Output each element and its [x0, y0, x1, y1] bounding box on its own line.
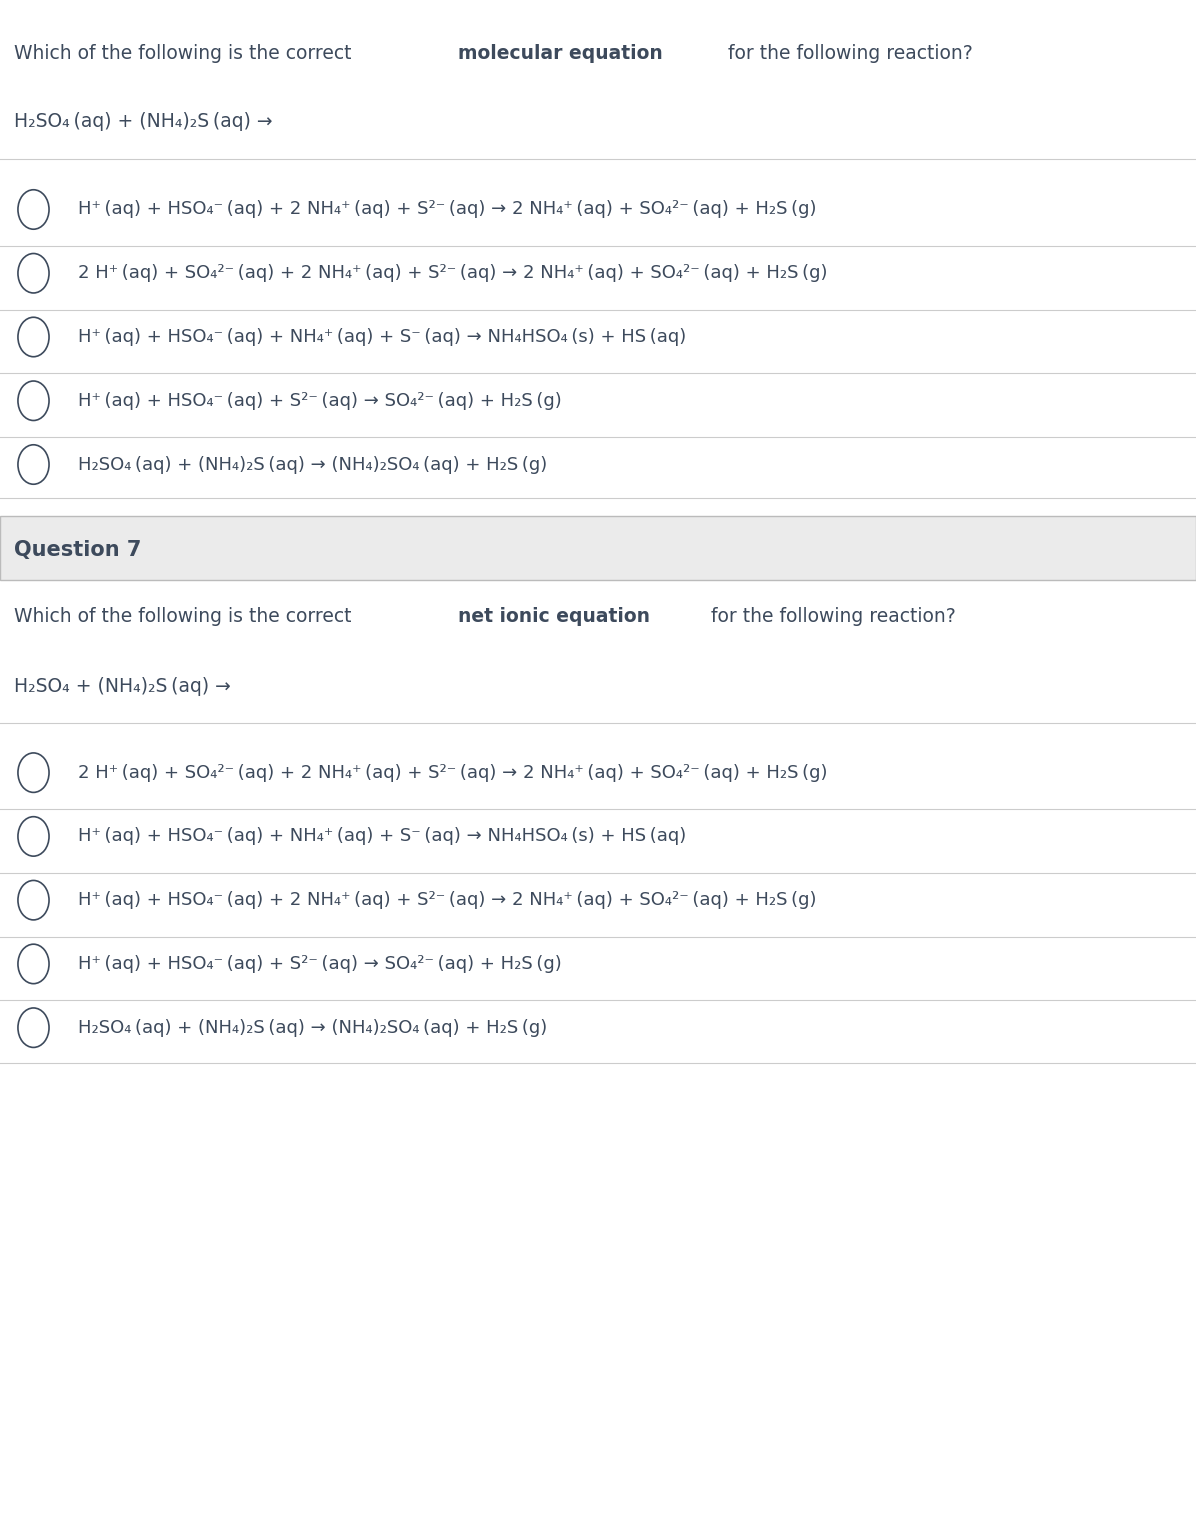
Text: H⁺ (aq) + HSO₄⁻ (aq) + S²⁻ (aq) → SO₄²⁻ (aq) + H₂S (g): H⁺ (aq) + HSO₄⁻ (aq) + S²⁻ (aq) → SO₄²⁻ …: [78, 392, 561, 410]
Text: H₂SO₄ (aq) + (NH₄)₂S (aq) → (NH₄)₂SO₄ (aq) + H₂S (g): H₂SO₄ (aq) + (NH₄)₂S (aq) → (NH₄)₂SO₄ (a…: [78, 455, 547, 474]
FancyBboxPatch shape: [0, 516, 1196, 580]
Text: molecular equation: molecular equation: [458, 44, 663, 62]
Text: Which of the following is the correct: Which of the following is the correct: [14, 44, 358, 62]
Text: Which of the following is the correct: Which of the following is the correct: [14, 607, 358, 625]
Text: for the following reaction?: for the following reaction?: [721, 44, 972, 62]
Text: H⁺ (aq) + HSO₄⁻ (aq) + S²⁻ (aq) → SO₄²⁻ (aq) + H₂S (g): H⁺ (aq) + HSO₄⁻ (aq) + S²⁻ (aq) → SO₄²⁻ …: [78, 955, 561, 973]
Text: 2 H⁺ (aq) + SO₄²⁻ (aq) + 2 NH₄⁺ (aq) + S²⁻ (aq) → 2 NH₄⁺ (aq) + SO₄²⁻ (aq) + H₂S: 2 H⁺ (aq) + SO₄²⁻ (aq) + 2 NH₄⁺ (aq) + S…: [78, 764, 828, 782]
Text: H⁺ (aq) + HSO₄⁻ (aq) + NH₄⁺ (aq) + S⁻ (aq) → NH₄HSO₄ (s) + HS (aq): H⁺ (aq) + HSO₄⁻ (aq) + NH₄⁺ (aq) + S⁻ (a…: [78, 827, 687, 846]
Text: H₂SO₄ (aq) + (NH₄)₂S (aq) → (NH₄)₂SO₄ (aq) + H₂S (g): H₂SO₄ (aq) + (NH₄)₂S (aq) → (NH₄)₂SO₄ (a…: [78, 1019, 547, 1037]
Text: H₂SO₄ (aq) + (NH₄)₂S (aq) →: H₂SO₄ (aq) + (NH₄)₂S (aq) →: [14, 112, 273, 131]
Text: 2 H⁺ (aq) + SO₄²⁻ (aq) + 2 NH₄⁺ (aq) + S²⁻ (aq) → 2 NH₄⁺ (aq) + SO₄²⁻ (aq) + H₂S: 2 H⁺ (aq) + SO₄²⁻ (aq) + 2 NH₄⁺ (aq) + S…: [78, 264, 828, 282]
Text: for the following reaction?: for the following reaction?: [706, 607, 956, 625]
Text: H₂SO₄ + (NH₄)₂S (aq) →: H₂SO₄ + (NH₄)₂S (aq) →: [14, 677, 231, 695]
Text: Question 7: Question 7: [14, 539, 142, 560]
Text: net ionic equation: net ionic equation: [458, 607, 649, 625]
Text: H⁺ (aq) + HSO₄⁻ (aq) + 2 NH₄⁺ (aq) + S²⁻ (aq) → 2 NH₄⁺ (aq) + SO₄²⁻ (aq) + H₂S (: H⁺ (aq) + HSO₄⁻ (aq) + 2 NH₄⁺ (aq) + S²⁻…: [78, 200, 816, 219]
Text: H⁺ (aq) + HSO₄⁻ (aq) + 2 NH₄⁺ (aq) + S²⁻ (aq) → 2 NH₄⁺ (aq) + SO₄²⁻ (aq) + H₂S (: H⁺ (aq) + HSO₄⁻ (aq) + 2 NH₄⁺ (aq) + S²⁻…: [78, 891, 816, 909]
Text: H⁺ (aq) + HSO₄⁻ (aq) + NH₄⁺ (aq) + S⁻ (aq) → NH₄HSO₄ (s) + HS (aq): H⁺ (aq) + HSO₄⁻ (aq) + NH₄⁺ (aq) + S⁻ (a…: [78, 328, 687, 346]
